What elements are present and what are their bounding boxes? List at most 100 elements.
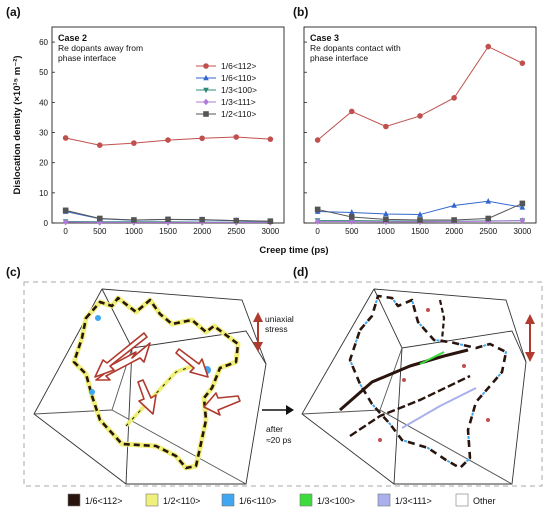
chart-b-point [485,43,492,50]
chart-a-y-tick-label: 40 [39,98,48,107]
panel-d-dislocations [339,294,508,470]
after-arrow [262,405,294,415]
structure-legend-swatch [455,493,469,507]
chart-b-x-tick-label: 3000 [513,227,531,236]
panel-c-arrows [94,332,241,416]
chart-a-legend: 1/6<112> 1/6<110> 1/3<100> 1/3<111> 1/2<110> [196,61,257,119]
chart-b-subtitle-1: Re dopants contact with [310,43,401,53]
chart-b-x-tick-label: 0 [315,227,320,236]
chart-a-plot: 0 500 1000 1500 2000 2500 3000 0 10 20 30 40 50 60 [39,38,280,236]
after-label-2: ≈20 ps [266,435,291,445]
chart-a-x-tick-label: 1000 [125,227,143,236]
simulation-frame [23,281,543,487]
chart-b-x-tick-label: 2000 [445,227,463,236]
chart-a-point [62,218,69,226]
after-label-1: after [266,424,283,434]
legend-marker [203,98,209,106]
chart-a-y-tick-label: 10 [39,189,48,198]
chart-a-subtitle-2: phase interface [58,53,116,63]
structure-legend-swatch [221,493,235,507]
structure-legend: 1/6<112> 1/2<110> 1/6<110> 1/3<100> 1/3<111>… [67,493,496,507]
chart-b-point [485,215,492,222]
legend-marker [203,87,209,94]
chart-b-point [383,123,389,130]
chart-a-subtitle-1: Re dopants away from [58,43,143,53]
structure-legend-label: 1/2<110> [163,496,200,506]
chart-a-title: Case 2 [58,33,87,43]
panel-label-c: (c) [6,265,21,279]
chart-a-point [233,134,240,140]
chart-b-point [348,214,355,220]
chart-a-point [233,217,240,224]
chart-a-point [267,136,274,142]
chart-b-plot: 0 500 1000 1500 2000 2500 3000 [304,41,532,236]
chart-b-point [417,113,423,119]
legend-marker [203,63,209,69]
chart-a-y-tick-label: 20 [39,159,48,168]
chart-a-y-tick-label: 30 [39,129,48,138]
chart-b-point [417,217,423,223]
chart-a-point [62,207,69,214]
chart-a-y-tick-label: 50 [39,68,48,77]
chart-b-x-tick-label: 2500 [479,227,497,236]
chart-b-point [451,202,457,208]
chart-a-point [96,142,103,149]
chart-b-point [485,197,492,204]
chart-b-point [451,217,457,223]
chart-a-x-tick-label: 1500 [159,227,177,236]
chart-a-frame [51,26,285,224]
legend-entry-label: 1/6<110> [221,73,256,83]
chart-b-point [348,218,355,225]
chart-a-x-tick-label: 3000 [261,227,279,236]
stress-arrow [253,312,263,352]
chart-a-point [267,218,274,224]
chart-b-x-tick-label: 500 [345,227,359,236]
chart-b-point [417,211,423,217]
chart-b-frame [303,26,537,224]
chart-b-point [314,206,321,213]
structure-legend-label: 1/3<111> [395,496,432,506]
chart-b-point [314,137,321,143]
structure-legend-label: 1/6<112> [85,496,122,506]
chart-a-x-tick-label: 2000 [193,227,211,236]
panel-label-a: (a) [6,5,21,19]
panel-label-d: (d) [293,265,308,279]
structure-legend-label: 1/3<100> [317,496,355,506]
chart-a-point [131,217,137,223]
chart-a-x-tick-label: 0 [63,227,68,236]
chart-b-point [451,95,457,101]
y-axis-label: Dislocation density (×10¹⁵ m⁻²) [12,55,23,194]
legend-entry-label: 1/6<112> [221,61,256,71]
chart-a-point [96,219,103,226]
chart-a-point [199,135,205,142]
chart-b-point [383,216,389,223]
structure-legend-swatch [67,493,81,507]
chart-b-x-tick-label: 1000 [377,227,395,236]
chart-a-point [165,137,171,143]
chart-b-point [519,217,526,224]
chart-b-point [348,209,355,215]
panel-c-dislocation-loop [71,295,241,471]
panel-label-b: (b) [293,5,308,19]
chart-a-y-tick-label: 0 [44,219,49,228]
chart-b-x-tick-label: 1500 [411,227,429,236]
chart-a-point [96,215,103,222]
x-axis-label: Creep time (ps) [259,245,328,256]
panel-d-cube [301,288,527,485]
legend-entry-label: 1/3<111> [221,97,256,107]
panel-d-stress-arrow [525,314,535,362]
chart-b-subtitle-2: phase interface [310,53,368,63]
chart-b-point [519,200,526,207]
chart-a-point [199,216,205,223]
chart-b-point [519,204,526,210]
structure-legend-swatch [299,493,313,507]
chart-b-point [348,108,355,115]
chart-b-point [383,210,389,217]
stress-label-2: stress [265,324,288,334]
chart-b-title: Case 3 [310,33,339,43]
structure-legend-swatch [377,493,391,507]
chart-b-point [519,60,526,66]
structure-legend-label: 1/6<110> [239,496,276,506]
chart-a-point [165,216,171,223]
